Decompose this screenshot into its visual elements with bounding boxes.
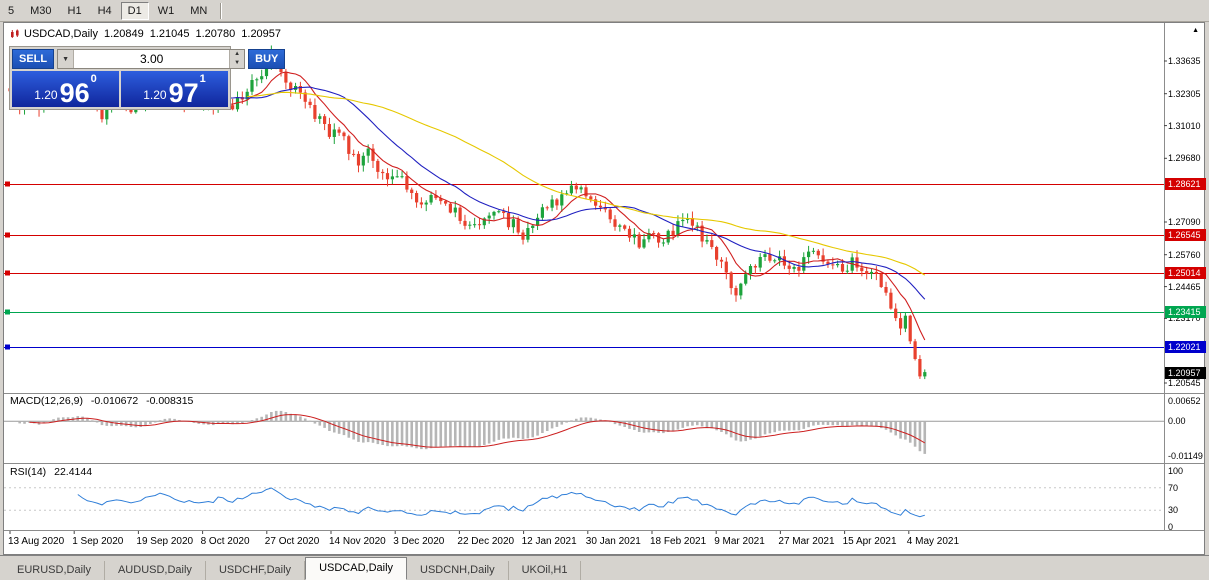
ohlc-high: 1.21045 [149, 28, 190, 40]
rsi-axis-label: 70 [1168, 482, 1179, 493]
chart-tab-eurusd[interactable]: EURUSD,Daily [4, 561, 105, 580]
timeframe-button-w1[interactable]: W1 [151, 2, 182, 20]
volume-input[interactable] [74, 50, 230, 68]
date-label: 22 Dec 2020 [457, 536, 515, 547]
ohlc-open: 1.20849 [103, 28, 144, 40]
rsi-header: RSI(14) 22.4144 [10, 466, 97, 478]
price-level-badge: 1.28621 [1165, 178, 1206, 191]
macd-axis-label: 0.00652 [1168, 396, 1201, 407]
price-level-badge: 1.25014 [1165, 267, 1206, 280]
timeframe-buttons: 5 M30 H1 H4 D1 W1 MN [1, 1, 216, 20]
price-axis[interactable]: ▲ 1.33635 1.32305 1.31010 1.29680 1.27090 1.2… [1165, 23, 1206, 532]
chart-tabs: EURUSD,Daily AUDUSD,Daily USDCHF,Daily USDC… [4, 557, 582, 580]
price-tick-label: 1.24465 [1168, 281, 1201, 292]
spinner-up-icon[interactable]: ▲ [234, 51, 241, 57]
current-price-badge: 1.20957 [1165, 366, 1206, 379]
sell-price-prefix: 1.20 [34, 88, 58, 102]
price-tick-label: 1.25760 [1168, 249, 1201, 260]
timeframe-button-mn[interactable]: MN [183, 2, 214, 20]
price-tick-label: 1.23170 [1168, 313, 1201, 324]
macd-signal-value: -0.008315 [146, 395, 194, 407]
rsi-axis-label: 100 [1168, 466, 1184, 476]
ohlc-close: 1.20957 [241, 28, 282, 40]
chart-tab-usdchf[interactable]: USDCHF,Daily [206, 561, 306, 580]
macd-header: MACD(12,26,9) -0.010672 -0.008315 [10, 395, 198, 407]
volume-dropdown-icon[interactable]: ▼ [58, 50, 75, 68]
time-axis[interactable]: 13 Aug 2020 1 Sep 2020 19 Sep 2020 8 Oct 20… [4, 531, 1164, 554]
macd-name: MACD(12,26,9) [10, 395, 83, 407]
axis-marker-icon: ▲ [1192, 27, 1199, 34]
macd-main-value: -0.010672 [90, 395, 139, 407]
price-tick-label: 1.32305 [1168, 88, 1201, 99]
date-label: 9 Mar 2021 [714, 536, 765, 547]
date-label: 18 Feb 2021 [650, 536, 707, 547]
price-level-badge: 1.22021 [1165, 340, 1206, 353]
chart-tab-ukoil[interactable]: UKOil,H1 [509, 561, 582, 580]
macd-axis-label: -0.01149 [1168, 451, 1203, 462]
sell-price-sup: 0 [90, 73, 97, 85]
price-tick-label: 1.27090 [1168, 217, 1201, 227]
chart-tab-bar: EURUSD,Daily AUDUSD,Daily USDCHF,Daily USDC… [0, 555, 1209, 580]
timeframe-button-h1[interactable]: H1 [61, 2, 89, 20]
symbol-period-label: USDCAD,Daily [24, 28, 98, 40]
buy-price-big: 97 [168, 78, 199, 109]
chart-title: USDCAD,Daily 1.20849 1.21045 1.20780 1.2… [10, 28, 287, 40]
chart-tab-usdcad[interactable]: USDCAD,Daily [305, 557, 408, 580]
price-tick-label: 1.20545 [1168, 378, 1201, 388]
date-label: 14 Nov 2020 [329, 536, 386, 547]
rsi-axis-label: 30 [1168, 505, 1179, 516]
toolbar-separator [220, 2, 223, 19]
date-label: 15 Apr 2021 [842, 536, 897, 547]
sell-price-display[interactable]: 1.20 96 0 [12, 71, 119, 107]
chart-tab-usdcnh[interactable]: USDCNH,Daily [407, 561, 509, 580]
ohlc-low: 1.20780 [195, 28, 236, 40]
macd-axis-label: 0.00 [1168, 416, 1186, 427]
sell-button[interactable]: SELL [12, 49, 55, 69]
rsi-value: 22.4144 [54, 466, 93, 478]
price-tick-label: 1.31010 [1168, 120, 1201, 131]
chart-window: USDCAD,Daily 1.20849 1.21045 1.20780 1.2… [3, 22, 1206, 555]
date-label: 13 Aug 2020 [8, 536, 65, 547]
date-label: 19 Sep 2020 [136, 536, 194, 547]
price-level-badge: 1.26545 [1165, 229, 1206, 242]
rsi-name: RSI(14) [10, 466, 47, 478]
sell-price-big: 96 [59, 78, 90, 109]
volume-control: ▼ ▲ ▼ [57, 49, 246, 69]
buy-button[interactable]: BUY [248, 49, 286, 69]
timeframe-button-m30[interactable]: M30 [23, 2, 58, 20]
price-tick-label: 1.33635 [1168, 56, 1201, 66]
date-label: 3 Dec 2020 [393, 536, 445, 547]
price-tick-label: 1.29680 [1168, 153, 1201, 164]
timeframe-toolbar: 5 M30 H1 H4 D1 W1 MN [0, 0, 1209, 22]
date-label: 8 Oct 2020 [200, 536, 250, 547]
price-level-badge: 1.23415 [1165, 306, 1206, 319]
volume-spinner[interactable]: ▲ ▼ [229, 50, 245, 68]
chart-tab-audusd[interactable]: AUDUSD,Daily [105, 561, 206, 580]
buy-price-sup: 1 [199, 73, 206, 85]
symbol-chart-icon [11, 29, 19, 38]
timeframe-button-d1[interactable]: D1 [120, 1, 149, 20]
rsi-axis-label: 0 [1168, 522, 1174, 532]
date-label: 4 May 2021 [906, 536, 960, 547]
date-label: 12 Jan 2021 [521, 536, 577, 547]
spinner-down-icon[interactable]: ▼ [234, 60, 241, 66]
timeframe-button-5[interactable]: 5 [1, 2, 21, 20]
buy-price-prefix: 1.20 [143, 88, 167, 102]
date-label: 30 Jan 2021 [585, 536, 641, 547]
date-label: 27 Mar 2021 [778, 536, 835, 547]
date-label: 1 Sep 2020 [72, 536, 124, 547]
candlestick-chart[interactable] [4, 23, 1204, 554]
timeframe-button-h4[interactable]: H4 [91, 2, 119, 20]
date-label: 27 Oct 2020 [264, 536, 320, 547]
buy-price-display[interactable]: 1.20 97 1 [121, 71, 228, 107]
